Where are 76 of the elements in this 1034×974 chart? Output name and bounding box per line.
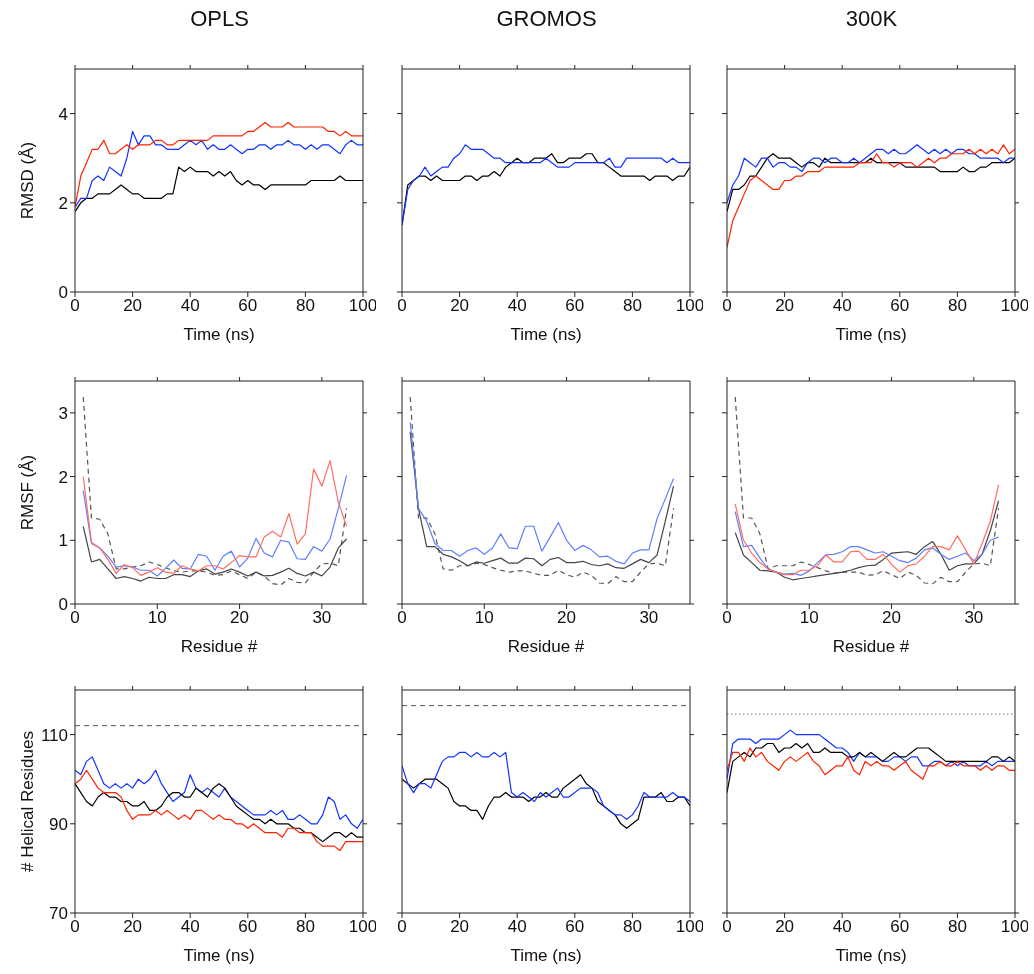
x-tick-label: 40: [507, 296, 527, 316]
x-tick-label: 20: [123, 296, 143, 316]
x-tick-label: 10: [474, 608, 494, 628]
x-tick-label: 20: [230, 608, 250, 628]
y-axis-title: RMSF (Å): [18, 454, 38, 531]
y-tick-label: 0: [58, 595, 68, 615]
x-axis-title: Time (ns): [510, 946, 582, 965]
x-tick-label: 20: [882, 608, 902, 628]
line-series: [75, 769, 363, 852]
x-tick-label: 100: [1000, 296, 1030, 316]
chart-title: OPLS: [189, 6, 250, 33]
y-tick-label: 70: [49, 904, 68, 924]
x-tick-label: 80: [947, 296, 967, 316]
x-tick-label: 80: [622, 296, 642, 316]
x-tick-label: 30: [964, 608, 984, 628]
x-tick-label: 20: [557, 608, 577, 628]
line-series: [82, 396, 348, 586]
x-tick-label: 80: [622, 917, 642, 937]
y-tick-label: 90: [49, 814, 68, 834]
line-series: [75, 166, 363, 213]
x-axis-title: Residue #: [832, 637, 910, 656]
x-tick-label: 0: [722, 608, 732, 628]
y-tick-label: 3: [58, 403, 68, 423]
x-tick-label: 30: [312, 608, 332, 628]
x-tick-label: 40: [832, 917, 852, 937]
x-tick-label: 100: [675, 296, 705, 316]
x-tick-label: 40: [180, 917, 200, 937]
x-tick-label: 60: [238, 296, 258, 316]
x-tick-label: 20: [450, 296, 470, 316]
y-tick-label: 2: [58, 467, 68, 487]
y-axis-title: RMSD (Å): [18, 141, 38, 220]
x-axis-title: Time (ns): [835, 946, 907, 965]
x-axis-title: Time (ns): [183, 325, 255, 344]
y-tick-label: 2: [58, 193, 68, 213]
y-tick-label: 0: [58, 283, 68, 303]
x-tick-label: 40: [180, 296, 200, 316]
x-tick-label: 40: [832, 296, 852, 316]
x-tick-label: 20: [775, 296, 795, 316]
x-tick-label: 60: [890, 296, 910, 316]
x-tick-label: 20: [123, 917, 143, 937]
x-tick-label: 10: [147, 608, 167, 628]
line-series: [75, 783, 363, 843]
x-tick-label: 100: [675, 917, 705, 937]
line-series: [75, 756, 363, 829]
x-tick-label: 100: [348, 296, 378, 316]
x-tick-label: 80: [947, 917, 967, 937]
x-tick-label: 10: [799, 608, 819, 628]
x-axis-title: Time (ns): [510, 325, 582, 344]
x-tick-label: 0: [397, 608, 407, 628]
x-tick-label: 20: [775, 917, 795, 937]
x-axis-title: Residue #: [180, 637, 258, 656]
y-axis-title: # Helical Residues: [18, 731, 38, 872]
x-tick-label: 20: [450, 917, 470, 937]
x-tick-label: 30: [639, 608, 659, 628]
line-series: [82, 525, 348, 582]
x-axis-title: Time (ns): [183, 946, 255, 965]
x-tick-label: 0: [722, 917, 732, 937]
chart-title: GROMOS: [495, 6, 598, 33]
x-tick-label: 0: [397, 917, 407, 937]
y-tick-label: 110: [40, 725, 68, 745]
chart-title: 300K: [844, 6, 899, 33]
x-tick-label: 100: [1000, 917, 1030, 937]
x-tick-label: 100: [348, 917, 378, 937]
x-tick-label: 40: [507, 917, 527, 937]
x-tick-label: 60: [565, 917, 585, 937]
x-tick-label: 60: [238, 917, 258, 937]
x-tick-label: 80: [295, 917, 315, 937]
x-axis-title: Time (ns): [835, 325, 907, 344]
x-tick-label: 60: [565, 296, 585, 316]
x-tick-label: 60: [890, 917, 910, 937]
x-tick-label: 0: [722, 296, 732, 316]
x-tick-label: 80: [295, 296, 315, 316]
x-tick-label: 0: [397, 296, 407, 316]
x-axis-title: Residue #: [507, 637, 585, 656]
y-tick-label: 4: [58, 104, 68, 124]
y-tick-label: 1: [58, 531, 68, 551]
